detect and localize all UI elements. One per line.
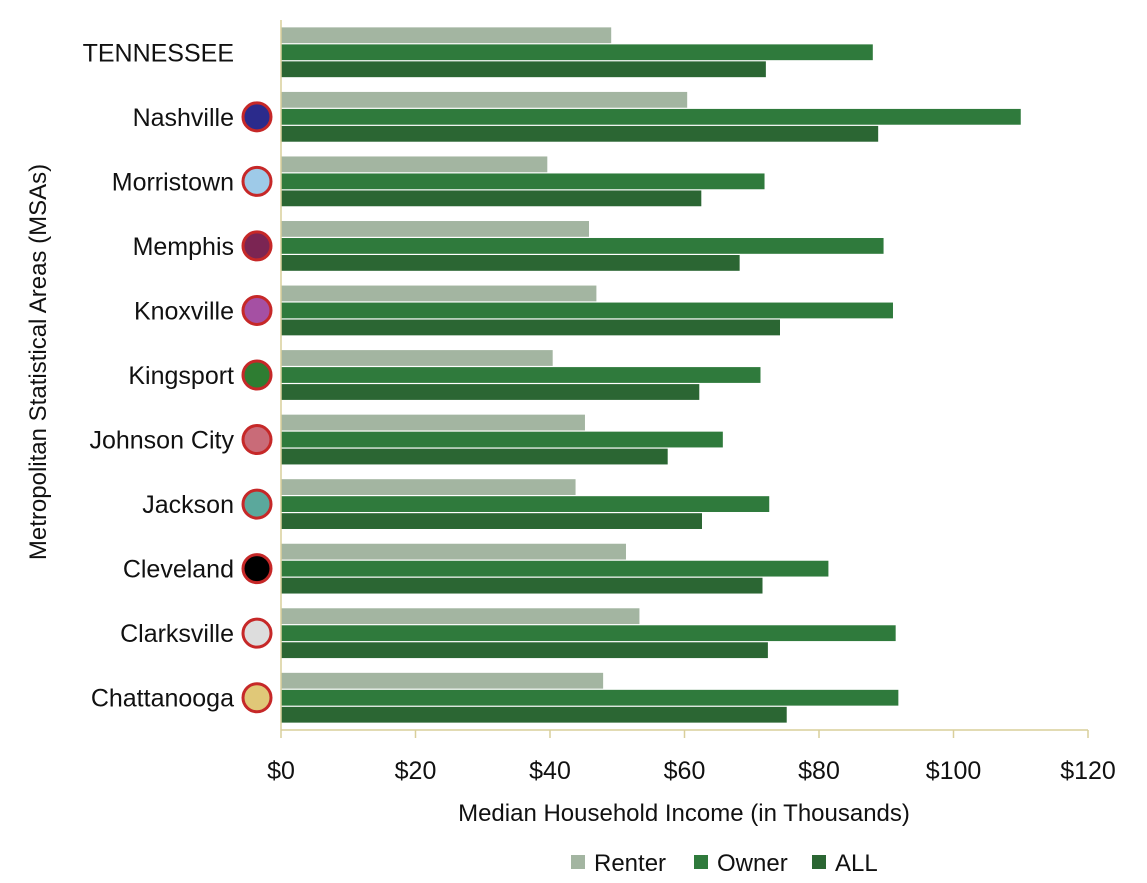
- bar-owner-cleveland: [281, 560, 829, 577]
- x-tick-label: $120: [1060, 757, 1116, 785]
- bar-owner-jackson: [281, 496, 770, 512]
- msa-marker-memphis-icon: [241, 230, 273, 262]
- legend-swatch-all: [812, 855, 826, 869]
- msa-marker-cleveland-icon: [241, 553, 273, 585]
- category-label-clarksville: Clarksville: [120, 620, 234, 648]
- bar-owner-morristown: [281, 173, 765, 190]
- bar-all-jackson: [281, 513, 702, 529]
- msa-marker-jackson-icon: [241, 488, 273, 520]
- y-axis-title: Metropolitan Statistical Areas (MSAs): [25, 164, 52, 560]
- x-tick-label: $0: [267, 757, 295, 785]
- legend: Renter Owner ALL: [571, 850, 878, 877]
- bars-layer: [281, 27, 1021, 723]
- bar-all-knoxville: [281, 319, 780, 336]
- category-label-memphis: Memphis: [133, 233, 234, 261]
- legend-swatch-renter: [571, 855, 585, 869]
- bar-renter-clarksville: [281, 608, 640, 625]
- bar-all-cleveland: [281, 577, 763, 594]
- bar-owner-nashville: [281, 108, 1021, 125]
- bar-renter-johnson-city: [281, 414, 585, 431]
- bar-all-kingsport: [281, 384, 700, 400]
- bar-all-memphis: [281, 255, 740, 271]
- bar-renter-kingsport: [281, 350, 553, 366]
- bar-owner-johnson-city: [281, 431, 723, 448]
- bar-renter-tennessee: [281, 27, 612, 44]
- bar-owner-kingsport: [281, 367, 761, 383]
- category-label-tennessee: TENNESSEE: [83, 39, 234, 67]
- x-tick-label: $40: [529, 757, 571, 785]
- legend-label-all: ALL: [835, 850, 878, 877]
- x-ticks-layer: $0 $20 $40 $60 $80 $100 $120: [267, 730, 1116, 785]
- bar-renter-nashville: [281, 91, 688, 108]
- x-tick-label: $100: [926, 757, 982, 785]
- category-label-morristown: Morristown: [112, 168, 234, 196]
- x-axis-title: Median Household Income (in Thousands): [458, 800, 910, 827]
- x-tick-label: $80: [798, 757, 840, 785]
- bar-renter-memphis: [281, 221, 589, 237]
- bar-owner-chattanooga: [281, 689, 899, 706]
- bar-all-chattanooga: [281, 706, 787, 723]
- category-label-jackson: Jackson: [142, 491, 234, 519]
- category-label-kingsport: Kingsport: [128, 362, 234, 390]
- bar-all-nashville: [281, 125, 879, 142]
- msa-marker-johnson-city-icon: [241, 424, 273, 456]
- legend-label-renter: Renter: [594, 850, 666, 877]
- bar-renter-knoxville: [281, 285, 597, 302]
- category-label-chattanooga: Chattanooga: [91, 685, 234, 713]
- x-tick-label: $20: [395, 757, 437, 785]
- msa-marker-clarksville-icon: [241, 617, 273, 649]
- x-tick-label: $60: [664, 757, 706, 785]
- category-label-nashville: Nashville: [133, 104, 234, 132]
- legend-swatch-owner: [694, 855, 708, 869]
- msa-marker-knoxville-icon: [241, 294, 273, 326]
- msa-marker-morristown-icon: [241, 165, 273, 197]
- bar-all-tennessee: [281, 61, 766, 78]
- bar-all-morristown: [281, 190, 702, 207]
- bar-owner-knoxville: [281, 302, 893, 319]
- bar-all-clarksville: [281, 642, 768, 659]
- bar-renter-cleveland: [281, 543, 626, 560]
- msa-marker-chattanooga-icon: [241, 682, 273, 714]
- bar-all-johnson-city: [281, 448, 668, 465]
- category-labels-layer: TENNESSEE Nashville Morristown Memphis Knoxv…: [83, 39, 273, 714]
- legend-label-owner: Owner: [717, 850, 788, 877]
- category-label-cleveland: Cleveland: [123, 556, 234, 584]
- msa-marker-kingsport-icon: [241, 359, 273, 391]
- bar-owner-memphis: [281, 238, 884, 254]
- bar-renter-chattanooga: [281, 672, 604, 689]
- bar-renter-jackson: [281, 479, 576, 495]
- category-label-johnson-city: Johnson City: [89, 427, 234, 455]
- bar-renter-morristown: [281, 156, 548, 173]
- bar-owner-clarksville: [281, 625, 896, 642]
- bar-owner-tennessee: [281, 44, 873, 61]
- category-label-knoxville: Knoxville: [134, 297, 234, 325]
- msa-marker-nashville-icon: [241, 101, 273, 133]
